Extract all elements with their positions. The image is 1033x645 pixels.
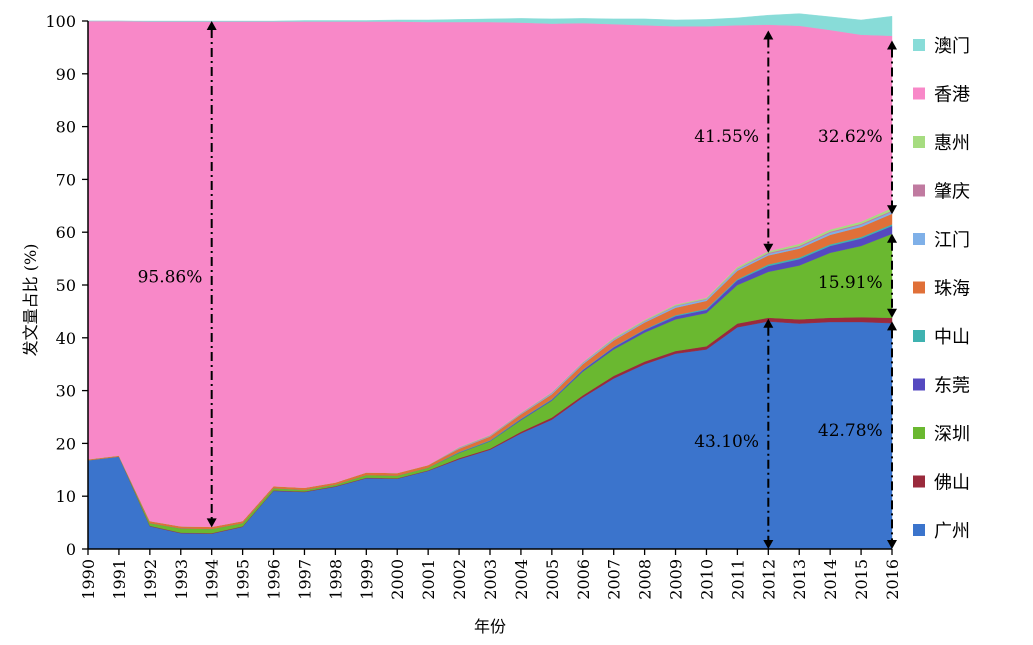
y-tick-label: 70 bbox=[56, 170, 76, 189]
y-tick-label: 0 bbox=[66, 540, 76, 559]
x-tick-label: 1993 bbox=[172, 559, 191, 600]
arrowhead bbox=[887, 40, 897, 50]
legend-label: 肇庆 bbox=[934, 182, 970, 203]
x-tick-label: 1996 bbox=[265, 559, 284, 600]
x-tick-label: 2007 bbox=[605, 559, 624, 600]
legend-label: 珠海 bbox=[934, 279, 970, 300]
legend-label: 香港 bbox=[934, 85, 970, 106]
annotation-label: 42.78% bbox=[818, 421, 883, 441]
y-tick-label: 50 bbox=[56, 276, 76, 295]
x-tick-label: 2010 bbox=[697, 559, 716, 600]
legend-label: 惠州 bbox=[934, 133, 970, 154]
legend-swatch bbox=[913, 233, 925, 245]
arrowhead bbox=[206, 21, 217, 30]
x-axis-label: 年份 bbox=[474, 617, 506, 636]
annotation-label: 43.10% bbox=[694, 432, 759, 452]
x-tick-label: 2013 bbox=[790, 559, 809, 600]
x-tick-label: 2002 bbox=[450, 559, 469, 600]
y-tick-label: 20 bbox=[56, 434, 76, 453]
legend-swatch bbox=[913, 524, 925, 536]
x-tick-label: 1991 bbox=[110, 559, 129, 600]
legend-swatch bbox=[913, 281, 925, 294]
x-tick-label: 1990 bbox=[79, 559, 98, 600]
annotation-label: 41.55% bbox=[694, 127, 759, 147]
arrowhead bbox=[887, 308, 897, 318]
arrowhead bbox=[763, 30, 774, 40]
x-tick-label: 2008 bbox=[636, 559, 655, 600]
legend-swatch bbox=[913, 184, 925, 197]
legend-swatch bbox=[913, 39, 925, 51]
x-tick-label: 2011 bbox=[728, 559, 747, 600]
legend-swatch bbox=[913, 475, 925, 488]
legend-label: 佛山 bbox=[934, 473, 970, 494]
annotation-label: 32.62% bbox=[818, 127, 883, 147]
x-tick-label: 2006 bbox=[574, 559, 593, 600]
area-series-10 bbox=[88, 13, 893, 36]
arrowhead bbox=[763, 243, 774, 253]
legend-swatch bbox=[913, 378, 925, 391]
arrowhead bbox=[206, 518, 217, 528]
legend-swatch bbox=[913, 330, 925, 342]
legend-label: 江门 bbox=[934, 230, 970, 251]
axes: 0 10 20 30 40 50 60 70 80 90 100 1990 1991 1992 1993 19… bbox=[45, 12, 902, 600]
arrowhead bbox=[763, 540, 774, 549]
x-tick-label: 2015 bbox=[852, 559, 871, 600]
y-tick-label: 80 bbox=[56, 118, 76, 137]
x-tick-label: 2004 bbox=[512, 559, 531, 600]
x-tick-label: 2003 bbox=[481, 559, 500, 600]
x-tick-label: 2005 bbox=[543, 559, 562, 600]
legend-label: 东莞 bbox=[934, 376, 970, 397]
arrowhead bbox=[763, 318, 774, 328]
legend-swatch bbox=[913, 136, 925, 148]
x-tick-label: 1997 bbox=[295, 559, 314, 600]
legend-label: 深圳 bbox=[934, 424, 970, 445]
y-tick-label: 100 bbox=[45, 12, 76, 31]
x-tick-label: 2009 bbox=[667, 559, 686, 600]
y-tick-label: 60 bbox=[56, 223, 76, 242]
legend-swatch bbox=[913, 427, 925, 439]
y-tick-label: 10 bbox=[56, 487, 76, 506]
x-tick-label: 1999 bbox=[357, 559, 376, 600]
x-tick-label: 1994 bbox=[203, 559, 222, 600]
arrowhead bbox=[887, 321, 897, 331]
arrowhead bbox=[887, 540, 897, 549]
x-tick-label: 2016 bbox=[883, 559, 902, 600]
x-tick-label: 1992 bbox=[141, 559, 160, 600]
legend-swatch bbox=[913, 87, 925, 100]
x-tick-label: 2012 bbox=[759, 559, 778, 600]
annotation-layer: 95.86% 41.55% 32.62% 15.91% 43.10% 42.78% bbox=[138, 21, 897, 549]
annotation-label: 15.91% bbox=[818, 273, 883, 293]
x-tick-label: 2001 bbox=[419, 559, 438, 600]
arrowhead bbox=[887, 205, 897, 215]
x-tick-label: 2000 bbox=[388, 559, 407, 600]
x-tick-label: 1995 bbox=[234, 559, 253, 600]
legend-label: 中山 bbox=[934, 327, 970, 348]
x-tick-label: 1998 bbox=[326, 559, 345, 600]
y-tick-label: 90 bbox=[56, 65, 76, 84]
y-tick-label: 40 bbox=[56, 329, 76, 348]
x-tick-label: 2014 bbox=[821, 559, 840, 600]
area-layers bbox=[87, 13, 893, 550]
y-axis-label: 发文量占比 (%) bbox=[21, 244, 40, 357]
y-tick-label: 30 bbox=[56, 382, 76, 401]
legend-label: 广州 bbox=[934, 521, 970, 542]
annotation-label: 95.86% bbox=[138, 268, 203, 288]
legend-label: 澳门 bbox=[934, 36, 970, 57]
arrowhead bbox=[887, 233, 897, 243]
